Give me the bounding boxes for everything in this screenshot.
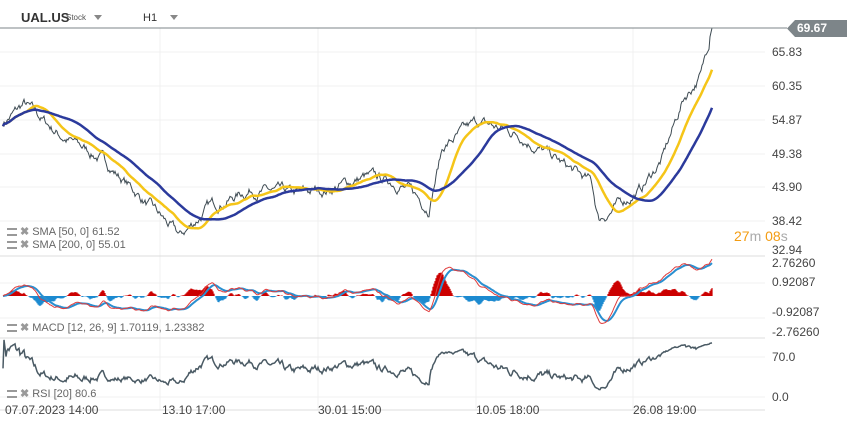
timer-seconds: 08 xyxy=(765,228,781,244)
settings-icon[interactable] xyxy=(7,227,17,236)
rsi-axis-label: 0.0 xyxy=(772,390,789,404)
legend-label: RSI [20] 80.6 xyxy=(32,387,97,400)
symbol-label[interactable]: UAL.US xyxy=(21,10,70,25)
timer-minutes: 27 xyxy=(734,228,750,244)
legend-label: SMA [200, 0] 55.01 xyxy=(32,238,126,251)
price-axis-label: 38.42 xyxy=(772,214,803,228)
timer-s: s xyxy=(780,228,788,244)
price-axis-label: 65.83 xyxy=(772,45,803,59)
x-label: 30.01 15:00 xyxy=(318,403,382,417)
x-label: 07.07.2023 14:00 xyxy=(5,403,99,417)
price-line xyxy=(2,27,713,236)
close-icon[interactable]: ✖ xyxy=(20,239,30,251)
sma50-line xyxy=(1,69,714,230)
macd-axis-label: 0.92087 xyxy=(772,275,816,289)
x-label: 10.05 18:00 xyxy=(476,403,540,417)
legend-rsi[interactable]: ✖ RSI [20] 80.6 xyxy=(7,387,96,400)
candle-timer: 27m 08s xyxy=(734,228,788,244)
price-axis-label: 32.94 xyxy=(772,243,803,257)
header: UAL.US Stock H1 xyxy=(0,0,859,28)
timer-m: m xyxy=(749,228,762,244)
close-icon[interactable]: ✖ xyxy=(20,322,30,334)
price-axis-label: 60.35 xyxy=(772,79,803,93)
current-price-tag: 69.67 xyxy=(787,20,847,37)
price-axis-label: 43.90 xyxy=(772,180,803,194)
settings-icon[interactable] xyxy=(7,240,17,249)
legend-label: MACD [12, 26, 9] 1.70119, 1.23382 xyxy=(32,321,205,334)
sma200-line xyxy=(1,107,714,221)
legend-macd[interactable]: ✖ MACD [12, 26, 9] 1.70119, 1.23382 xyxy=(7,321,204,334)
x-label: 13.10 17:00 xyxy=(162,403,226,417)
timeframe-dropdown-icon[interactable] xyxy=(170,15,178,20)
settings-icon[interactable] xyxy=(7,389,17,398)
settings-icon[interactable] xyxy=(7,323,17,332)
macd-axis-label: 2.76260 xyxy=(772,256,816,270)
macd-axis-label: -0.92087 xyxy=(772,305,820,319)
price-axis-label: 49.38 xyxy=(772,147,803,161)
legend-label: SMA [50, 0] 61.52 xyxy=(32,225,120,238)
price-axis-label: 54.87 xyxy=(772,113,803,127)
macd-axis-label: -2.76260 xyxy=(772,325,820,339)
legend-sma50[interactable]: ✖ SMA [50, 0] 61.52 xyxy=(7,225,120,238)
symbol-dropdown-icon[interactable] xyxy=(94,15,102,20)
macd-line xyxy=(2,258,713,325)
close-icon[interactable]: ✖ xyxy=(20,388,30,400)
rsi-axis-label: 70.0 xyxy=(772,350,796,364)
rsi-line xyxy=(2,339,713,391)
timeframe-label[interactable]: H1 xyxy=(143,12,158,24)
x-label: 26.08 19:00 xyxy=(633,403,697,417)
legend-sma200[interactable]: ✖ SMA [200, 0] 55.01 xyxy=(7,238,126,251)
instrument-type: Stock xyxy=(66,13,87,22)
close-icon[interactable]: ✖ xyxy=(20,226,30,238)
